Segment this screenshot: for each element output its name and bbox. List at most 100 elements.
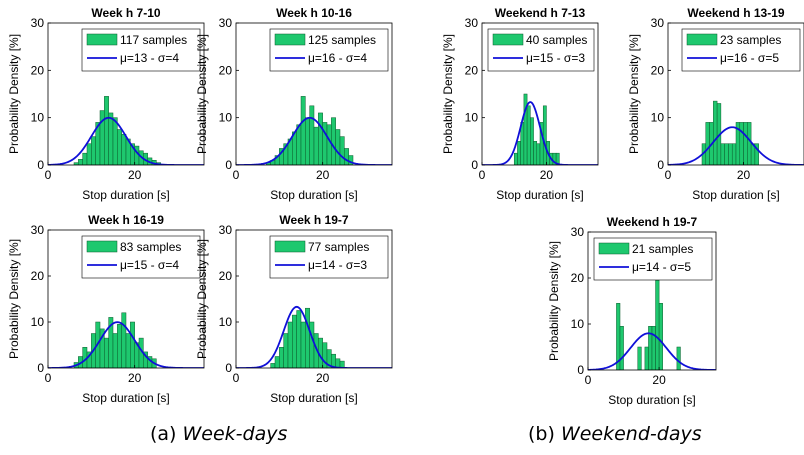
x-tick-label: 20 (128, 371, 142, 385)
legend: 21 samples μ=14 - σ=5 (593, 237, 713, 281)
histogram-bar (676, 346, 681, 370)
y-tick-label: 20 (219, 269, 233, 283)
chart-title: Week h 19-7 (279, 213, 348, 227)
chart-title: Weekend h 19-7 (607, 215, 698, 229)
x-axis-label: Stop duration [s] (82, 188, 169, 202)
fit-curve (668, 126, 804, 165)
axes-frame (47, 229, 205, 369)
chart-panel-5: 0 10 20 30 0 20 Weekend h 7-13 Stop duration [s… (441, 6, 599, 202)
histogram-bar (530, 117, 534, 165)
chart-panel-4: 0 10 20 30 0 20 Week h 19-7 Stop duration [s] Pr… (195, 213, 393, 405)
chart-title: Weekend h 7-13 (495, 6, 586, 20)
x-axis-label: Stop duration [s] (270, 391, 357, 405)
y-tick-label: 30 (219, 16, 233, 30)
legend-samples-label: 125 samples (308, 33, 376, 47)
histogram-bar (513, 152, 518, 165)
legend-fit-label: μ=13 - σ=4 (120, 51, 179, 65)
legend: 117 samples μ=13 - σ=4 (81, 28, 201, 72)
y-tick-label: 30 (219, 223, 233, 237)
histogram-bar (318, 112, 323, 165)
histogram-bar (344, 148, 349, 165)
histogram-bar (526, 105, 531, 165)
legend-samples-label: 21 samples (632, 242, 693, 256)
y-tick-label: 30 (571, 225, 585, 239)
chart-panel-1: 0 10 20 30 0 20 Week h 7-10 Stop duration [s] Pr… (7, 6, 205, 202)
plot-area (588, 280, 716, 370)
legend-bar-swatch (686, 33, 718, 46)
legend-bar-swatch (274, 33, 306, 46)
plot-area (48, 96, 204, 165)
y-tick-label: 20 (571, 271, 585, 285)
legend-bar-swatch (86, 240, 118, 253)
histogram-bar (637, 346, 642, 370)
legend: 83 samples μ=15 - σ=4 (81, 235, 201, 279)
histogram-bar (104, 337, 109, 368)
histogram-bar (309, 321, 315, 368)
histogram-bar (739, 122, 744, 165)
axes-frame (587, 231, 717, 371)
histogram-bar (651, 326, 656, 370)
chart-panel-7: 0 10 20 30 0 20 Weekend h 19-7 Stop duration [s… (547, 215, 717, 407)
legend: 40 samples μ=15 - σ=3 (487, 28, 595, 72)
axes-frame (481, 22, 599, 166)
axes-frame (235, 229, 393, 369)
chart-panel-6: 0 10 20 30 0 20 Weekend h 13-19 Stop duration [… (627, 6, 804, 202)
histogram-bar (121, 133, 127, 165)
histogram-bar (326, 124, 332, 165)
legend-bar-swatch (492, 33, 524, 46)
y-axis-label: Probability Density [%] (7, 34, 21, 154)
histogram-bar (335, 129, 341, 165)
legend-bar-swatch (598, 242, 630, 255)
y-tick-label: 20 (651, 63, 665, 77)
histogram-bar (655, 280, 660, 370)
legend-samples-label: 77 samples (308, 240, 369, 254)
histogram-bar (705, 122, 710, 165)
chart-panel-2: 0 10 20 30 0 20 Week h 10-16 Stop duration [s] P… (195, 6, 393, 202)
histogram-bar (279, 347, 284, 368)
histogram-bar (108, 112, 114, 165)
histogram-bar (300, 321, 306, 368)
y-tick-label: 0 (657, 158, 664, 172)
histogram-bar (731, 143, 737, 165)
legend-fit-label: μ=15 - σ=3 (526, 51, 585, 65)
histogram-bar (287, 321, 293, 368)
x-tick-label: 20 (737, 168, 751, 182)
histogram-bar (743, 122, 748, 165)
y-tick-label: 20 (465, 63, 479, 77)
histogram-bar (619, 326, 624, 370)
y-tick-label: 10 (571, 317, 585, 331)
histogram-bar (82, 152, 88, 165)
histogram-bar (517, 141, 521, 165)
histogram-bar (331, 117, 336, 165)
histogram-bar (112, 117, 118, 165)
y-tick-label: 10 (219, 111, 233, 125)
histogram-bar (117, 324, 122, 368)
chart-title: Week h 16-19 (88, 213, 164, 227)
histogram-bar (86, 143, 92, 165)
legend-samples-label: 117 samples (120, 33, 187, 47)
y-tick-label: 10 (31, 111, 45, 125)
y-tick-label: 10 (31, 315, 45, 329)
x-tick-label: 0 (45, 168, 52, 182)
x-tick-label: 0 (233, 168, 240, 182)
x-tick-label: 0 (665, 168, 672, 182)
plot-area (236, 96, 392, 165)
histogram-bar (713, 100, 718, 165)
plot-area (236, 305, 392, 368)
legend-bar-swatch (86, 33, 118, 46)
x-tick-label: 0 (585, 373, 592, 387)
histogram-bar (747, 122, 752, 165)
legend: 23 samples μ=16 - σ=5 (681, 28, 801, 72)
histogram-bar (644, 346, 649, 370)
y-tick-label: 0 (37, 361, 44, 375)
chart-panel-3: 0 10 20 30 0 20 Week h 16-19 Stop duration [s] P… (7, 213, 205, 405)
axes-frame (667, 22, 804, 166)
histogram-bar (720, 143, 725, 165)
y-tick-label: 20 (31, 269, 45, 283)
x-tick-label: 0 (45, 371, 52, 385)
y-axis-label: Probability Density [%] (547, 241, 561, 361)
histogram-bar (78, 159, 83, 165)
legend-fit-label: μ=14 - σ=3 (308, 258, 367, 272)
x-tick-label: 0 (479, 168, 486, 182)
